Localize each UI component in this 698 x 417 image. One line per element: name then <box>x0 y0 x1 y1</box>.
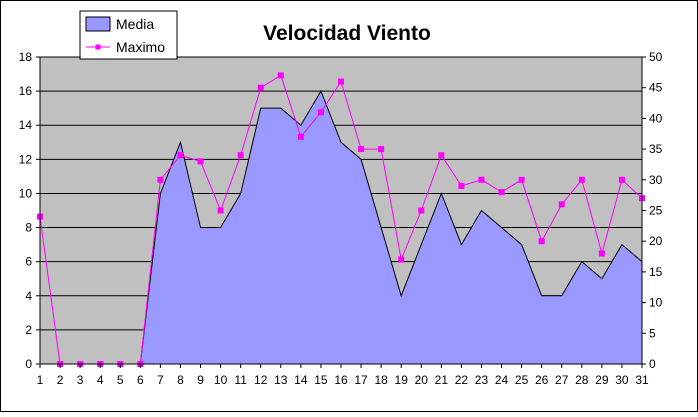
left-tick-label: 2 <box>25 323 32 337</box>
x-tick-label: 3 <box>77 373 84 387</box>
x-tick-label: 23 <box>475 373 489 387</box>
right-tick-label: 35 <box>649 142 663 156</box>
maximo-point <box>518 176 525 183</box>
left-tick-label: 8 <box>25 221 32 235</box>
x-tick-label: 14 <box>294 373 308 387</box>
maximo-point <box>177 152 184 159</box>
x-tick-label: 15 <box>314 373 328 387</box>
right-tick-label: 40 <box>649 111 663 125</box>
x-tick-label: 26 <box>535 373 549 387</box>
x-tick-label: 17 <box>354 373 368 387</box>
maximo-point <box>438 152 445 159</box>
maximo-point <box>538 238 545 245</box>
x-tick-label: 1 <box>37 373 44 387</box>
x-tick-label: 5 <box>117 373 124 387</box>
x-tick-label: 11 <box>234 373 247 387</box>
maximo-point <box>297 133 304 140</box>
legend-label-media: Media <box>116 16 154 32</box>
maximo-point <box>578 176 585 183</box>
x-tick-label: 4 <box>97 373 104 387</box>
left-tick-label: 4 <box>25 289 32 303</box>
maximo-point <box>598 250 605 257</box>
maximo-point <box>398 256 405 263</box>
x-tick-label: 27 <box>555 373 569 387</box>
right-tick-label: 30 <box>649 173 663 187</box>
x-tick-label: 6 <box>137 373 144 387</box>
left-tick-label: 16 <box>19 84 33 98</box>
x-tick-label: 25 <box>515 373 529 387</box>
x-tick-label: 30 <box>615 373 629 387</box>
legend-marker-maximo <box>95 44 101 50</box>
maximo-point <box>498 189 505 196</box>
x-tick-label: 10 <box>214 373 228 387</box>
maximo-point <box>257 84 264 91</box>
chart-title: Velocidad Viento <box>263 22 431 45</box>
maximo-point <box>358 146 365 153</box>
left-axis-ticks: 0 2 4 6 8 10 12 14 16 18 <box>19 50 40 371</box>
right-tick-label: 0 <box>649 357 656 371</box>
right-axis-ticks: 0 5 10 15 20 25 30 35 40 45 50 <box>642 50 663 371</box>
left-tick-label: 14 <box>19 118 33 132</box>
left-tick-label: 10 <box>19 186 33 200</box>
maximo-point <box>458 182 465 189</box>
legend-label-maximo: Maximo <box>116 39 165 55</box>
left-tick-label: 18 <box>19 50 33 64</box>
x-tick-label: 13 <box>274 373 288 387</box>
x-tick-label: 28 <box>575 373 589 387</box>
right-tick-label: 10 <box>649 296 663 310</box>
left-tick-label: 6 <box>25 255 32 269</box>
x-tick-label: 24 <box>495 373 509 387</box>
maximo-point <box>277 72 284 79</box>
x-tick-label: 7 <box>157 373 164 387</box>
maximo-point <box>338 78 344 85</box>
x-axis-ticks: 1 2 3 4 5 6 7 8 9 10 11 12 13 14 15 16 17 18 19 20 21 22 23 24 2… <box>37 364 649 387</box>
x-tick-label: 2 <box>57 373 64 387</box>
x-tick-label: 19 <box>395 373 409 387</box>
media-area <box>40 91 642 364</box>
right-tick-label: 15 <box>649 265 663 279</box>
legend: Media Maximo <box>79 10 178 60</box>
left-tick-label: 12 <box>19 152 33 166</box>
x-tick-label: 9 <box>197 373 204 387</box>
x-tick-label: 16 <box>334 373 348 387</box>
x-tick-label: 31 <box>635 373 649 387</box>
maximo-point <box>478 176 485 183</box>
maximo-point <box>237 152 244 159</box>
x-tick-label: 29 <box>595 373 609 387</box>
x-tick-label: 12 <box>254 373 268 387</box>
x-tick-label: 22 <box>455 373 469 387</box>
x-tick-label: 8 <box>177 373 184 387</box>
x-tick-label: 18 <box>374 373 388 387</box>
legend-swatch-media <box>85 16 111 32</box>
right-tick-label: 5 <box>649 326 656 340</box>
right-tick-label: 45 <box>649 81 663 95</box>
maximo-point <box>317 109 324 116</box>
left-tick-label: 0 <box>25 357 32 371</box>
maximo-point <box>197 158 204 165</box>
maximo-point <box>418 207 425 214</box>
maximo-point <box>558 201 565 208</box>
x-tick-label: 21 <box>435 373 449 387</box>
maximo-point <box>378 146 385 153</box>
x-tick-label: 20 <box>415 373 429 387</box>
maximo-point <box>618 176 625 183</box>
maximo-point <box>157 176 164 183</box>
maximo-point <box>217 207 224 214</box>
right-tick-label: 25 <box>649 204 663 218</box>
right-tick-label: 20 <box>649 234 663 248</box>
right-tick-label: 50 <box>649 50 663 64</box>
